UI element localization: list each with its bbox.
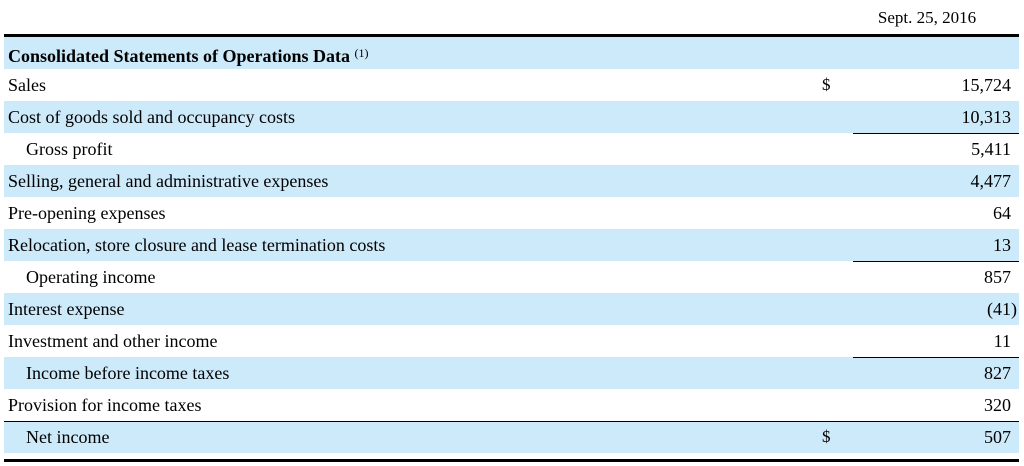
table-row-sga: Selling, general and administrative expe… [4, 165, 1019, 197]
row-value: 64 [993, 203, 1011, 223]
row-label: Provision for income taxes [8, 395, 202, 415]
top-rule [4, 34, 1019, 37]
table-row-net-income: Net income $ 507 [4, 421, 1019, 453]
row-value: (41) [987, 299, 1017, 319]
row-value: 10,313 [961, 107, 1012, 127]
section-title: Consolidated Statements of Operations Da… [8, 37, 369, 69]
table-row-pre-opening: Pre-opening expenses 64 [4, 197, 1019, 229]
row-label: Income before income taxes [26, 363, 230, 383]
table-row-interest-expense: Interest expense (41) [4, 293, 1019, 325]
row-label: Relocation, store closure and lease term… [8, 235, 386, 255]
footnote-marker: (1) [354, 46, 369, 60]
table-row-cogs: Cost of goods sold and occupancy costs 1… [4, 101, 1019, 133]
row-value: 4,477 [970, 171, 1012, 191]
currency-symbol: $ [822, 75, 831, 94]
section-title-row: Consolidated Statements of Operations Da… [4, 37, 1019, 69]
section-title-text: Consolidated Statements of Operations Da… [8, 46, 350, 66]
row-value: 857 [984, 267, 1011, 287]
table-row-operating-income: Operating income 857 [4, 261, 1019, 293]
row-label: Net income [26, 427, 110, 447]
row-value: 320 [984, 395, 1011, 415]
row-value: 11 [993, 331, 1011, 351]
table-row-income-before-taxes: Income before income taxes 827 [4, 357, 1019, 389]
row-label: Investment and other income [8, 331, 218, 351]
row-value: 15,724 [961, 75, 1012, 95]
row-label: Interest expense [8, 299, 125, 319]
row-label: Cost of goods sold and occupancy costs [8, 107, 295, 127]
row-value: 507 [984, 427, 1011, 447]
table-row-relocation: Relocation, store closure and lease term… [4, 229, 1019, 261]
row-label: Pre-opening expenses [8, 203, 166, 223]
table-row-sales: Sales $ 15,724 [4, 69, 1019, 101]
row-value: 827 [984, 363, 1011, 383]
row-label: Operating income [26, 267, 156, 287]
row-value: 13 [993, 235, 1011, 255]
table-body: Consolidated Statements of Operations Da… [4, 37, 1019, 453]
row-label: Sales [8, 75, 46, 95]
table-row-investment-income: Investment and other income 11 [4, 325, 1019, 357]
currency-symbol: $ [822, 427, 831, 446]
row-label: Gross profit [26, 139, 113, 159]
column-header-date: Sept. 25, 2016 [877, 8, 977, 27]
table-row-provision-taxes: Provision for income taxes 320 [4, 389, 1019, 421]
row-label: Selling, general and administrative expe… [8, 171, 329, 191]
bottom-double-rule [4, 459, 1019, 462]
table-row-gross-profit: Gross profit 5,411 [4, 133, 1019, 165]
row-value: 5,411 [971, 139, 1011, 159]
